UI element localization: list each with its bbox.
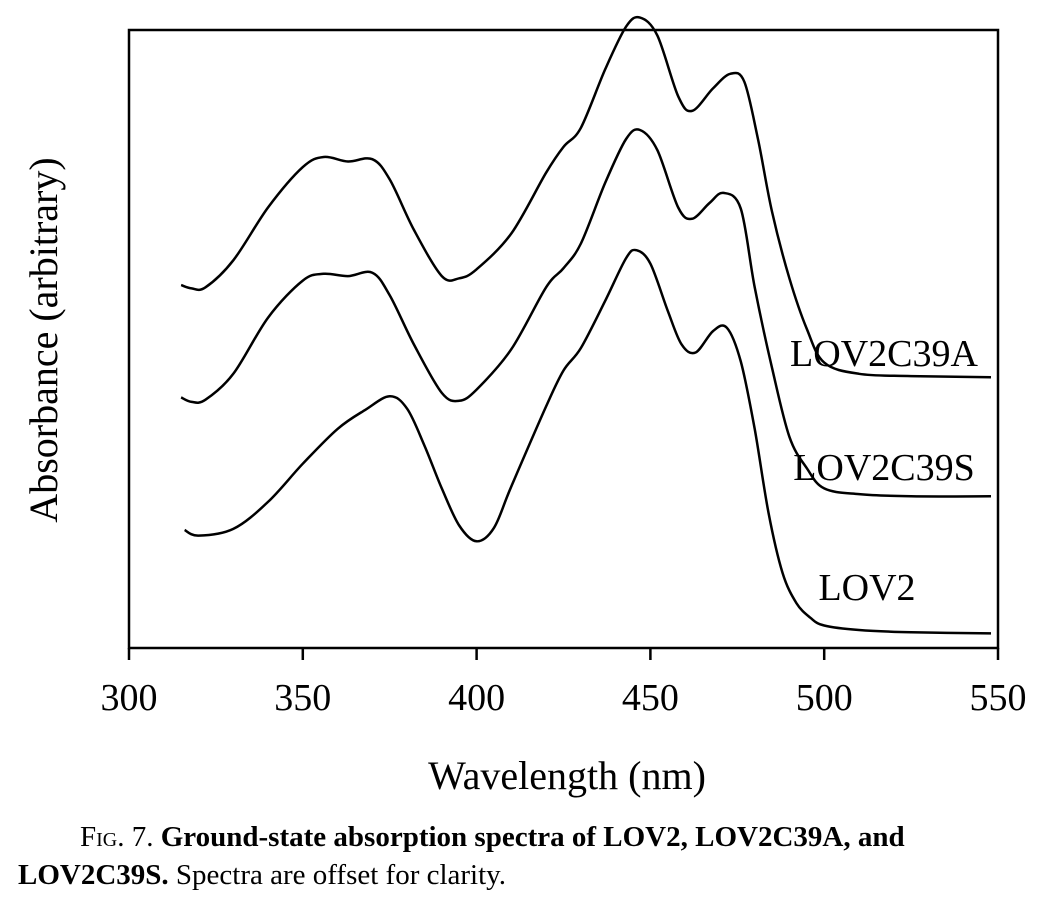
series-line-lov2c39a [180, 15, 992, 379]
x-tick-label-400: 400 [448, 677, 505, 719]
absorption-spectra-chart: 300 350 400 450 500 550 LOV2C39ALOV2C39SLOV2 … [21, 15, 1027, 798]
series-label-lov2c39a: LOV2C39A [790, 333, 978, 375]
series-line-lov2c39s [180, 128, 992, 498]
series-label-lov2c39s: LOV2C39S [793, 447, 975, 489]
x-tick-label-450: 450 [622, 677, 679, 719]
series-lines [180, 15, 992, 635]
caption-plain-text: Spectra are offset for clarity. [168, 859, 507, 891]
x-tick-label-550: 550 [970, 677, 1027, 719]
plot-frame [127, 28, 1000, 650]
x-tick-label-350: 350 [274, 677, 331, 719]
x-tick-label-300: 300 [101, 677, 158, 719]
figure-number: Fig. 7. [80, 821, 154, 853]
series-label-lov2: LOV2 [818, 567, 915, 609]
series-line-lov2 [183, 248, 992, 635]
caption-bold-text: Ground-state absorption spectra of LOV2,… [18, 821, 905, 891]
figure-caption: Fig. 7. Ground-state absorption spectra … [18, 818, 1028, 894]
x-axis-title: Wavelength (nm) [428, 753, 706, 798]
series-labels: LOV2C39A LOV2C39S LOV2 [790, 333, 978, 609]
x-axis-ticks: 300 350 400 450 500 550 [101, 648, 1027, 719]
x-tick-label-500: 500 [796, 677, 853, 719]
y-axis-title: Absorbance (arbitrary) [21, 157, 66, 522]
